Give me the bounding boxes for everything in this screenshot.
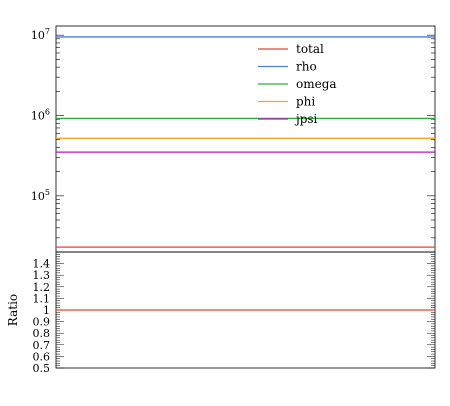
ratio-y-tick-label: 0.6: [33, 350, 51, 363]
ratio-y-tick-label: 0.5: [33, 362, 51, 375]
main-y-tick-label: 107: [31, 27, 50, 42]
legend-label-jpsi: jpsi: [294, 112, 318, 126]
ratio-panel: 1.41.31.21.110.90.80.70.60.5 Ratio: [6, 251, 436, 375]
ratio-y-axis-label: Ratio: [6, 294, 20, 326]
legend-label-rho: rho: [296, 60, 317, 74]
ratio-y-tick-label: 1: [43, 304, 50, 317]
ratio-y-tick-label: 0.8: [33, 327, 51, 340]
legend: total rho omega phi jpsi: [258, 42, 337, 126]
ratio-y-tick-label: 1.4: [33, 258, 51, 271]
main-y-tick-label: 105: [31, 188, 50, 203]
ratio-y-tick-label: 1.1: [33, 292, 51, 305]
legend-label-total: total: [296, 42, 324, 56]
ratio-y-tick-label: 0.9: [33, 316, 51, 329]
main-panel-series: [56, 36, 435, 248]
main-panel-frame: [55, 25, 436, 253]
ratio-y-tick-label: 1.3: [33, 269, 51, 282]
ratio-y-tick-label: 1.2: [33, 281, 51, 294]
main-y-tick-label: 106: [31, 107, 50, 122]
main-panel: 107 106 105 total rho omega phi jpsi: [31, 25, 436, 253]
legend-label-phi: phi: [296, 95, 315, 109]
legend-label-omega: omega: [296, 77, 337, 91]
ratio-y-tick-label: 0.7: [33, 339, 51, 352]
ratio-panel-ticks: 1.41.31.21.110.90.80.70.60.5: [33, 251, 435, 375]
main-panel-ticks: 107 106 105: [31, 27, 435, 253]
